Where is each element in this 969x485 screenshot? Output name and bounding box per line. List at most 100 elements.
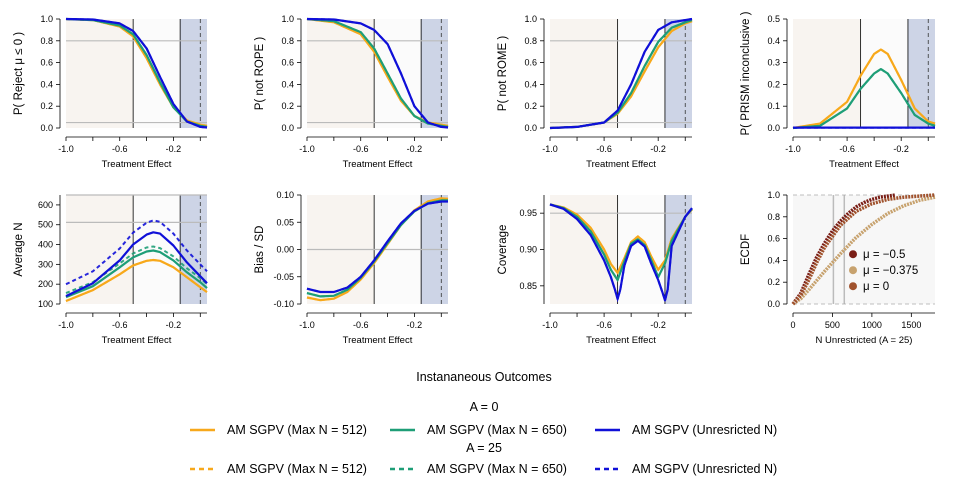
legend-label-unres-a0: AM SGPV (Unresricted N) [632,423,777,437]
y-tick-label: 0.0 [767,123,780,133]
panels-layer: 0.0 0.2 0.4 0.6 0.8 1.0 -1.0 -0.6 -0.2 Treatment … [13,11,936,346]
figure-caption: Instananeous Outcomes [416,370,552,384]
plot-background [793,195,935,304]
x-tick-label: -0.6 [839,144,855,154]
x-tick-label: -0.2 [650,320,666,330]
x-tick-label: -0.2 [650,144,666,154]
x-tick-label: -0.2 [407,320,423,330]
region-rope [550,19,618,128]
x-axis-label: Treatment Effect [343,335,413,346]
x-tick-label: 1500 [901,320,921,330]
y-tick-label: 0.1 [767,101,780,111]
region-null [421,19,448,128]
series-line-dashed [65,258,208,302]
series-line [792,67,936,130]
x-tick-label: -1.0 [299,320,315,330]
region-null [180,195,207,304]
legend-label-650-a0: AM SGPV (Max N = 650) [427,423,567,437]
y-tick-label: 0.0 [524,123,537,133]
x-axis-label: Treatment Effect [102,159,172,170]
y-tick-label: 1.0 [281,14,294,24]
legend-label-650-a25: AM SGPV (Max N = 650) [427,462,567,476]
x-axis-label: Treatment Effect [586,335,656,346]
y-tick-label: 0.0 [281,123,294,133]
x-axis-label: Treatment Effect [829,159,899,170]
y-tick-label: 0.95 [519,208,537,218]
y-tick-label: 0.10 [276,190,294,200]
x-tick-label: -1.0 [785,144,801,154]
legend-label: μ = 0 [863,281,889,293]
legend-marker [849,250,857,259]
y-axis-label: ECDF [740,234,752,265]
y-axis-label: P( not ROME ) [497,36,509,112]
x-tick-label: -0.2 [407,144,423,154]
panel-1: 0.0 0.2 0.4 0.6 0.8 1.0 -1.0 -0.6 -0.2 Treatment … [13,14,208,170]
y-tick-label: 0.4 [281,79,294,89]
series-line-dashed [65,18,208,129]
y-tick-label: 1.0 [767,190,780,200]
series-line-dashed [549,203,693,275]
x-tick-label: 1000 [862,320,882,330]
region-rope [66,19,134,128]
y-tick-label: 0.2 [767,79,780,89]
x-tick-label: -0.6 [112,144,128,154]
ecdf-line [791,193,936,306]
series-line-dashed [549,203,693,305]
series-line-dashed [306,200,448,293]
panel-5: 100 200 300 400 500 600 -1.0 -0.6 -0.2 Treatment … [13,194,208,346]
panel-2: 0.0 0.2 0.4 0.6 0.8 1.0 -1.0 -0.6 -0.2 Treatment … [254,14,449,170]
y-tick-label: 0.00 [276,245,294,255]
series-line-dashed [549,203,693,283]
x-tick-label: 500 [825,320,840,330]
y-tick-label: 0.4 [40,79,53,89]
y-tick-label: 0.0 [767,299,780,309]
y-axis-label: Average N [13,222,25,276]
y-tick-label: 0.4 [767,36,780,46]
x-tick-label: -1.0 [542,320,558,330]
region-null [664,19,692,128]
legend-label-512-a25: AM SGPV (Max N = 512) [227,462,367,476]
series-line [65,231,208,298]
x-tick-label: -0.6 [596,144,612,154]
y-tick-label: 0.4 [767,255,780,265]
series-line-dashed [65,245,208,295]
x-tick-label: -0.2 [893,144,909,154]
y-tick-label: 0.4 [524,79,537,89]
legend-title-a25: A = 25 [466,441,502,455]
series-line-dashed [549,20,693,129]
x-axis-label: N Unrestricted (A = 25) [816,335,913,346]
y-axis-label: P( not ROPE ) [254,37,266,111]
y-tick-label: 0.8 [767,212,780,222]
region-middle [617,195,665,304]
legend-label-unres-a25: AM SGPV (Unresricted N) [632,462,777,476]
x-axis-label: Treatment Effect [586,159,656,170]
y-tick-label: 0.2 [281,101,294,111]
y-tick-label: 400 [38,240,53,250]
panel-6: -0.10 -0.05 0.00 0.05 0.10 -1.0 -0.6 -0.2 Treatm… [254,190,449,346]
y-axis-label: P( PRISM inconclusive ) [740,11,752,135]
y-tick-label: 0.8 [524,36,537,46]
panel-3: 0.0 0.2 0.4 0.6 0.8 1.0 -1.0 -0.6 -0.2 Treatment … [497,14,693,170]
region-rope [793,19,861,128]
series-legend: A = 0 A = 25 AM SGPV (Max N = 512) AM SG… [190,400,777,476]
y-tick-label: 0.05 [276,217,294,227]
legend-marker [849,282,857,291]
panel-4: 0.0 0.1 0.2 0.3 0.4 0.5 -1.0 -0.6 -0.2 Treatment … [740,11,936,170]
x-tick-label: -0.6 [112,320,128,330]
panel-7: 0.85 0.90 0.95 -1.0 -0.6 -0.2 Treatment Effect… [497,195,693,346]
legend-marker [849,266,857,275]
x-tick-label: -1.0 [542,144,558,154]
y-tick-label: 0.2 [767,277,780,287]
y-tick-label: 0.6 [281,58,294,68]
y-tick-label: 1.0 [40,14,53,24]
y-tick-label: 0.8 [281,36,294,46]
y-tick-label: -0.05 [273,272,294,282]
region-rope [550,195,618,304]
y-tick-label: 500 [38,220,53,230]
x-tick-label: 0 [790,320,795,330]
series-line-dashed [306,18,449,129]
region-rope [66,195,134,304]
y-tick-label: 0.3 [767,58,780,68]
series-line [65,249,208,299]
